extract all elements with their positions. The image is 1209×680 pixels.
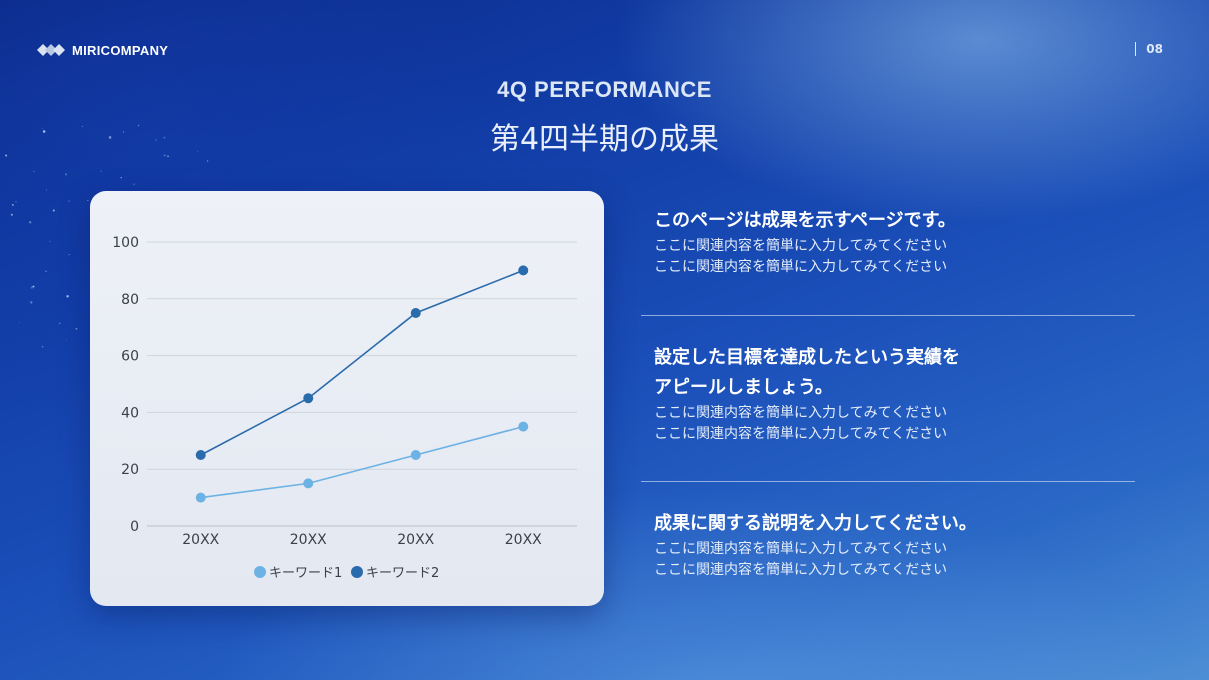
- series-2-point: [303, 393, 314, 404]
- section-eyebrow: 4Q PERFORMANCE: [497, 77, 712, 102]
- section-1: このページは成果を示すページです。 ここに関連内容を簡単に入力してみてください …: [654, 206, 1134, 278]
- series-1-point: [303, 478, 314, 489]
- page-number-divider: [1134, 42, 1137, 56]
- y-tick-label: 80: [121, 292, 139, 308]
- section-2-heading-line-1: 設定した目標を達成したという実績を: [654, 347, 960, 368]
- section-divider-1: [641, 315, 1135, 316]
- series-1-point: [410, 450, 421, 460]
- x-tick-label: 20XX: [182, 532, 219, 548]
- series-1-point: [518, 421, 529, 432]
- legend-label-1: キーワード1: [269, 566, 342, 581]
- section-2-heading-line-2: アピールしましょう。: [654, 377, 833, 398]
- brand-name: MIRICOMPANY: [72, 42, 169, 58]
- legend-label-2: キーワード2: [366, 566, 439, 581]
- y-tick-label: 60: [121, 349, 139, 365]
- section-3: 成果に関する説明を入力してください。 ここに関連内容を簡単に入力してみてください…: [654, 509, 1134, 581]
- section-3-body-line-1: ここに関連内容を簡単に入力してみてください: [654, 541, 948, 557]
- section-divider-2: [641, 481, 1135, 482]
- y-tick-label: 40: [121, 405, 139, 421]
- section-1-heading: このページは成果を示すページです。: [654, 206, 1134, 236]
- series-2-point: [518, 265, 529, 276]
- series-1-point: [195, 492, 206, 503]
- page-title: 第4四半期の成果: [489, 122, 720, 157]
- section-2-body-line-1: ここに関連内容を簡単に入力してみてください: [654, 405, 948, 421]
- section-3-heading-line-1: 成果に関する説明を入力してください。: [654, 513, 977, 534]
- series-2-point: [410, 308, 421, 318]
- section-1-heading-line-1: このページは成果を示すページです。: [654, 210, 956, 231]
- y-tick-label: 100: [112, 235, 139, 251]
- diamond-logo-icon: [37, 44, 65, 56]
- y-tick-label: 20: [121, 462, 139, 478]
- section-3-heading: 成果に関する説明を入力してください。: [654, 509, 1134, 539]
- legend-marker-2: [351, 566, 363, 578]
- x-tick-label: 20XX: [505, 532, 542, 548]
- section-2: 設定した目標を達成したという実績を アピールしましょう。 ここに関連内容を簡単に…: [654, 343, 1134, 445]
- section-3-body-line-2: ここに関連内容を簡単に入力してみてください: [654, 562, 948, 578]
- chart-card: 0 20 40 60 80 100 20XX 20XX 20XX 20XX キーワード1 キーワード2: [90, 191, 604, 606]
- line-chart: 0 20 40 60 80 100 20XX 20XX 20XX 20XX キーワード1 キーワード2: [112, 235, 577, 581]
- legend-marker-1: [254, 566, 266, 578]
- section-2-body-line-2: ここに関連内容を簡単に入力してみてください: [654, 426, 948, 442]
- brand-logo: MIRICOMPANY: [36, 41, 168, 59]
- page-number-text: 08: [1146, 42, 1163, 56]
- x-tick-label: 20XX: [397, 532, 434, 548]
- y-tick-label: 0: [130, 519, 139, 535]
- x-tick-label: 20XX: [290, 532, 327, 548]
- series-line-2: [200, 269, 524, 456]
- series-2-point: [195, 450, 206, 460]
- section-1-body-line-2: ここに関連内容を簡単に入力してみてください: [654, 259, 948, 275]
- section-1-body-line-1: ここに関連内容を簡単に入力してみてください: [654, 238, 948, 254]
- series-line-1: [200, 425, 524, 499]
- section-2-heading: 設定した目標を達成したという実績を アピールしましょう。: [654, 343, 1134, 403]
- page-number: 08: [1134, 42, 1163, 56]
